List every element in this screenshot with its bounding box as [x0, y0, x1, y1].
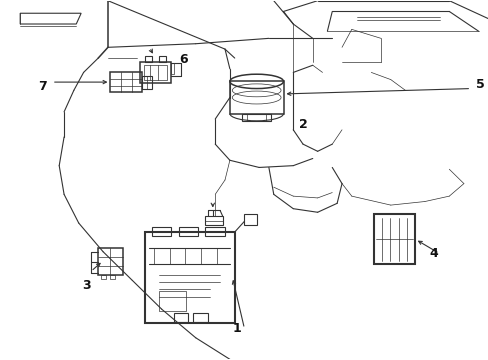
Bar [171, 63, 173, 74]
Bar [242, 114, 271, 121]
Bar [205, 226, 224, 235]
Bar [144, 56, 152, 62]
Text: 5: 5 [475, 78, 484, 91]
Bar [98, 248, 122, 275]
Bar [205, 216, 222, 225]
Text: 6: 6 [179, 53, 187, 66]
Bar [173, 313, 188, 321]
Text: 7: 7 [38, 80, 47, 93]
Text: 3: 3 [82, 279, 91, 292]
Bar [110, 72, 142, 92]
Text: 1: 1 [232, 322, 241, 335]
Bar [142, 76, 152, 89]
Bar [244, 214, 256, 225]
Bar [193, 313, 207, 321]
Bar [373, 214, 414, 264]
Bar [144, 232, 234, 323]
Text: 4: 4 [429, 247, 438, 260]
Text: 2: 2 [298, 118, 307, 131]
Bar [101, 275, 105, 279]
Bar [110, 275, 115, 279]
Bar [178, 226, 198, 235]
Bar [143, 65, 166, 80]
Bar [159, 56, 166, 62]
Bar [229, 81, 283, 114]
Bar [159, 291, 185, 311]
Bar [140, 62, 171, 83]
Bar [152, 226, 171, 235]
